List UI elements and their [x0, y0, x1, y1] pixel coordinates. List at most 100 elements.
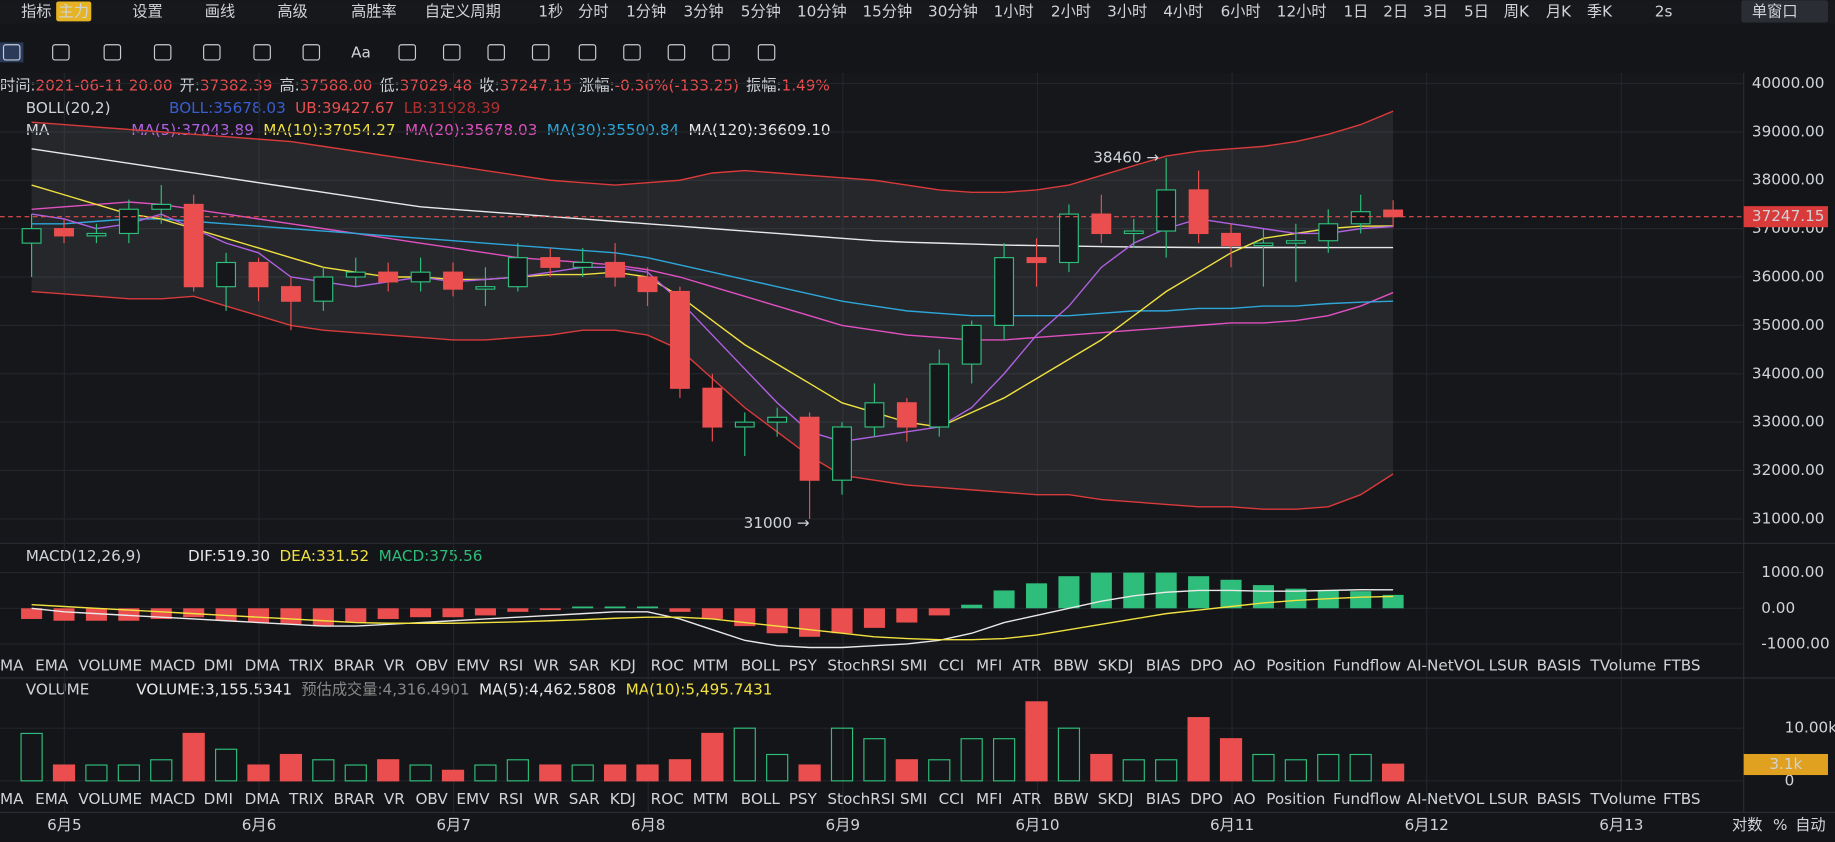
indicator-tab[interactable]: DPO: [1190, 790, 1223, 808]
toolbar-item[interactable]: 高胜率: [351, 2, 397, 20]
indicator-tab[interactable]: WR: [534, 790, 560, 808]
tool-text[interactable]: Aa: [351, 43, 371, 61]
indicator-tab[interactable]: Position: [1266, 790, 1325, 808]
period-button[interactable]: 2日: [1383, 2, 1408, 20]
period-button[interactable]: 2小时: [1051, 2, 1091, 20]
tool-icon[interactable]: [487, 44, 505, 61]
tool-icon[interactable]: [253, 44, 271, 61]
indicator-tab[interactable]: EMV: [456, 657, 490, 675]
tool-icon[interactable]: [623, 44, 641, 61]
indicator-tab[interactable]: BIAS: [1146, 657, 1181, 675]
period-button[interactable]: 1日: [1343, 2, 1368, 20]
period-button[interactable]: 1分钟: [626, 2, 666, 20]
indicator-tab[interactable]: AO: [1233, 657, 1255, 675]
indicator-tab[interactable]: MA: [0, 657, 24, 675]
indicator-tab[interactable]: DMA: [245, 657, 281, 675]
indicator-tab[interactable]: PSY: [789, 657, 818, 675]
indicator-tab[interactable]: MA: [0, 790, 24, 808]
indicator-tab[interactable]: StochRSI: [827, 790, 895, 808]
indicator-tab[interactable]: MTM: [693, 790, 729, 808]
toolbar-item[interactable]: 指标: [21, 2, 51, 20]
period-button[interactable]: 5分钟: [741, 2, 781, 20]
period-button[interactable]: 季K: [1587, 2, 1613, 20]
period-button[interactable]: 6小时: [1221, 2, 1261, 20]
tool-icon[interactable]: [757, 44, 776, 61]
indicator-tab[interactable]: SKDJ: [1098, 790, 1134, 808]
indicator-tab[interactable]: TRIX: [288, 790, 324, 808]
tool-icon[interactable]: [302, 44, 321, 61]
indicator-tab[interactable]: OBV: [415, 790, 448, 808]
indicator-tab[interactable]: Fundflow: [1333, 790, 1401, 808]
refresh-rate[interactable]: 2s: [1655, 2, 1673, 20]
tool-icon[interactable]: [667, 44, 686, 61]
indicator-tab[interactable]: VOLUME: [78, 790, 142, 808]
indicator-tab[interactable]: EMA: [35, 790, 69, 808]
indicator-tab[interactable]: Position: [1266, 657, 1325, 675]
indicator-tab[interactable]: SMI: [900, 657, 927, 675]
period-button[interactable]: 15分钟: [862, 2, 912, 20]
indicator-tab[interactable]: DMA: [245, 790, 281, 808]
toolbar-item[interactable]: 自定义周期: [425, 2, 501, 20]
indicator-tab[interactable]: CCI: [939, 657, 965, 675]
period-button[interactable]: 周K: [1504, 2, 1530, 20]
period-button[interactable]: 4小时: [1163, 2, 1203, 20]
toolbar-item[interactable]: 主力: [59, 2, 89, 20]
indicator-tab[interactable]: SAR: [569, 790, 600, 808]
indicator-tab[interactable]: DPO: [1190, 657, 1223, 675]
indicator-tab[interactable]: MFI: [976, 657, 1002, 675]
period-button[interactable]: 3小时: [1107, 2, 1147, 20]
indicator-tab[interactable]: KDJ: [610, 790, 636, 808]
period-button[interactable]: 分时: [578, 2, 608, 20]
indicator-tab[interactable]: BRAR: [334, 790, 376, 808]
window-button[interactable]: [1741, 0, 1828, 23]
tool-icon[interactable]: [203, 44, 221, 61]
tool-icon[interactable]: [712, 44, 730, 61]
period-button[interactable]: 10分钟: [797, 2, 847, 20]
period-button[interactable]: 3日: [1423, 2, 1448, 20]
indicator-tab[interactable]: MTM: [693, 657, 729, 675]
tool-icon[interactable]: [2, 44, 21, 61]
indicator-tab[interactable]: ROC: [651, 657, 684, 675]
indicator-tab[interactable]: FTBS: [1663, 790, 1701, 808]
period-button[interactable]: 12小时: [1277, 2, 1327, 20]
indicator-tab[interactable]: BRAR: [334, 657, 376, 675]
indicator-tab[interactable]: BBW: [1053, 790, 1088, 808]
indicator-tab[interactable]: WR: [534, 657, 560, 675]
indicator-tab[interactable]: BIAS: [1146, 790, 1181, 808]
indicator-tab[interactable]: ROC: [651, 790, 684, 808]
indicator-tab[interactable]: DMI: [204, 657, 233, 675]
indicator-tab[interactable]: DMI: [204, 790, 233, 808]
tool-icon[interactable]: [578, 44, 597, 61]
tool-icon[interactable]: [52, 44, 70, 61]
indicator-tab[interactable]: LSUR: [1489, 657, 1529, 675]
indicator-tab[interactable]: OBV: [415, 657, 448, 675]
indicator-tab[interactable]: BASIS: [1537, 790, 1582, 808]
indicator-tab[interactable]: BASIS: [1537, 657, 1582, 675]
indicator-tab[interactable]: PSY: [789, 790, 818, 808]
indicator-tab[interactable]: BOLL: [741, 657, 781, 675]
tool-icon[interactable]: [531, 44, 550, 61]
indicator-tab[interactable]: MACD: [150, 657, 196, 675]
indicator-tab[interactable]: KDJ: [610, 657, 636, 675]
period-button[interactable]: 30分钟: [928, 2, 978, 20]
axis-mode[interactable]: %: [1773, 816, 1787, 834]
indicator-tab[interactable]: ATR: [1012, 657, 1042, 675]
toolbar-item[interactable]: 设置: [132, 2, 162, 20]
tool-icon[interactable]: [103, 44, 122, 61]
tool-icon[interactable]: [153, 44, 172, 61]
indicator-tab[interactable]: AI-NetVOL: [1407, 790, 1485, 808]
indicator-tab[interactable]: ATR: [1012, 790, 1042, 808]
axis-mode[interactable]: 对数: [1732, 816, 1762, 834]
indicator-tab[interactable]: BBW: [1053, 657, 1088, 675]
indicator-tab[interactable]: RSI: [499, 790, 524, 808]
indicator-tab[interactable]: LSUR: [1489, 790, 1529, 808]
axis-mode[interactable]: 自动: [1795, 816, 1825, 834]
indicator-tab[interactable]: AI-NetVOL: [1407, 657, 1485, 675]
indicator-tab[interactable]: RSI: [499, 657, 524, 675]
period-button[interactable]: 1秒: [538, 2, 563, 20]
toolbar-item[interactable]: 高级: [277, 2, 307, 20]
indicator-tab[interactable]: TVolume: [1589, 657, 1656, 675]
indicator-tab[interactable]: AO: [1233, 790, 1255, 808]
indicator-tab[interactable]: VOLUME: [78, 657, 142, 675]
period-button[interactable]: 月K: [1546, 2, 1572, 20]
